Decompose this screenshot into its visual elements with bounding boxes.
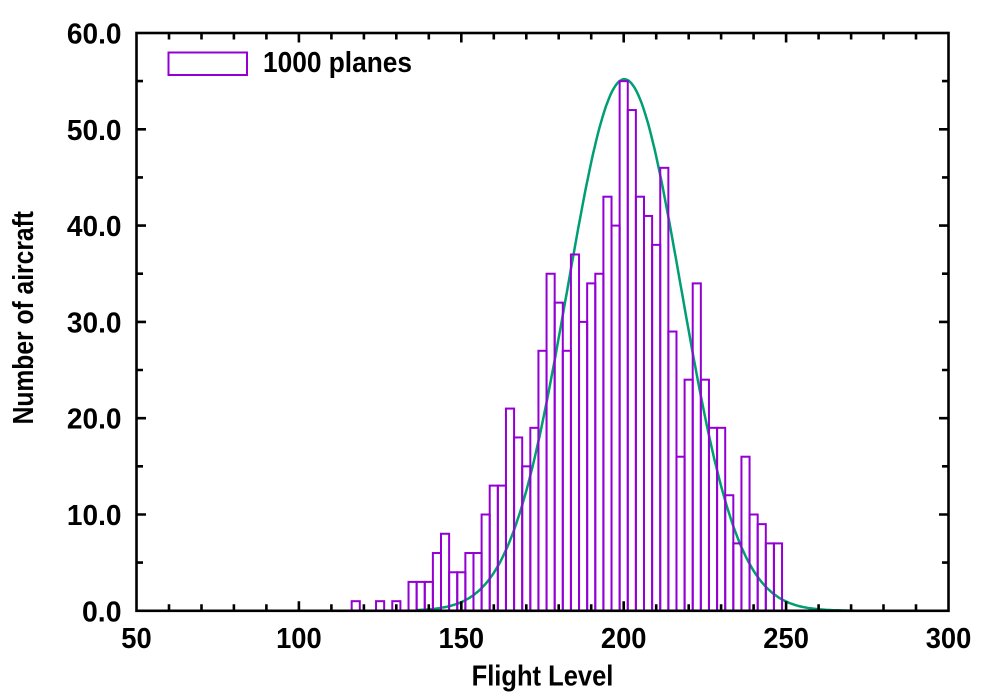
svg-text:250: 250 (763, 623, 809, 655)
svg-text:200: 200 (601, 623, 647, 655)
svg-text:40.0: 40.0 (67, 211, 122, 243)
svg-text:150: 150 (439, 623, 485, 655)
svg-text:20.0: 20.0 (67, 404, 122, 436)
svg-text:1000 planes: 1000 planes (263, 47, 412, 79)
svg-text:50.0: 50.0 (67, 115, 122, 147)
svg-text:0.0: 0.0 (82, 596, 122, 628)
svg-text:100: 100 (276, 623, 322, 655)
svg-text:300: 300 (926, 623, 972, 655)
svg-text:60.0: 60.0 (67, 19, 122, 51)
svg-text:Flight Level: Flight Level (472, 661, 614, 693)
svg-text:Number of aircraft: Number of aircraft (8, 211, 40, 425)
svg-text:50: 50 (121, 623, 151, 655)
svg-text:10.0: 10.0 (67, 500, 122, 532)
svg-text:30.0: 30.0 (67, 307, 122, 339)
